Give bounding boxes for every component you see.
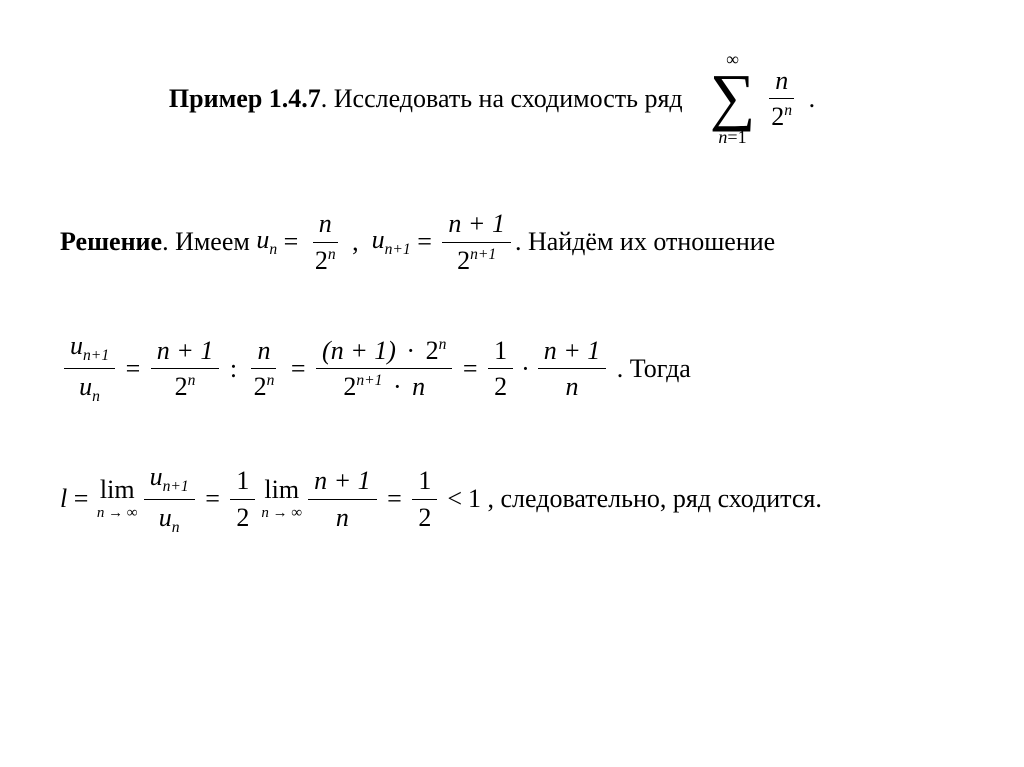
eq-4b: = xyxy=(199,483,227,514)
page-content: Пример 1.4.7 . Исследовать на сходимость… xyxy=(0,0,1024,580)
eq-1: = xyxy=(277,226,305,257)
example-line: Пример 1.4.7 . Исследовать на сходимость… xyxy=(60,50,984,146)
solution-line-1: Решение . Имеем un = n 2n , un+1 = n + 1… xyxy=(60,206,984,277)
ratio-f3: (n + 1) · 2n 2n+1 · n xyxy=(316,333,452,404)
ratio-f5: n + 1 n xyxy=(538,333,607,404)
eq-2: = xyxy=(411,226,439,257)
cdot-1: · xyxy=(521,353,530,384)
u-n-plus-1-fraction: n + 1 2n+1 xyxy=(442,206,511,277)
conclusion-text: , следовательно, ряд сходится. xyxy=(481,483,822,514)
eq-3b: = xyxy=(284,353,312,384)
ratio-f4: 1 2 xyxy=(488,333,513,404)
limit-2: lim n → ∞ xyxy=(261,477,302,521)
one: 1 xyxy=(468,483,481,514)
sigma-symbol: ∑ xyxy=(710,70,756,124)
one-half-2: 1 2 xyxy=(412,463,437,534)
ratio-line: un+1 un = n + 1 2n : n 2n = (n + 1) · xyxy=(60,328,984,409)
ratio-f2: n 2n xyxy=(248,333,281,404)
ratio-f1: n + 1 2n xyxy=(151,333,220,404)
solution-text-1: . Имеем xyxy=(162,226,256,257)
series-term-fraction: n 2n xyxy=(765,63,798,134)
colon-op: : xyxy=(223,353,243,384)
then-text: . Тогда xyxy=(610,353,691,384)
line1-period: . xyxy=(802,83,815,114)
eq-4c: = xyxy=(381,483,409,514)
l-var: l xyxy=(60,483,67,514)
sigma-lower: n=1 xyxy=(718,128,746,146)
eq-3a: = xyxy=(119,353,147,384)
comma: , xyxy=(346,226,372,257)
example-text: . Исследовать на сходимость ряд xyxy=(321,83,696,114)
u-n-plus-1: un+1 xyxy=(372,224,411,260)
solution-text-2: . Найдём их отношение xyxy=(515,226,775,257)
ratio-lhs: un+1 un xyxy=(64,328,115,409)
limit-ratio: un+1 un xyxy=(144,459,195,540)
n-plus-1-over-n: n + 1 n xyxy=(308,463,377,534)
example-label: Пример 1.4.7 xyxy=(169,83,321,114)
limit-1: lim n → ∞ xyxy=(97,477,138,521)
limit-line: l = lim n → ∞ un+1 un = 1 2 lim n → ∞ n … xyxy=(60,459,984,540)
eq-3c: = xyxy=(456,353,484,384)
solution-label: Решение xyxy=(60,226,162,257)
sigma-sum: ∞ ∑ n=1 xyxy=(710,50,756,146)
one-half-1: 1 2 xyxy=(230,463,255,534)
u-n: un xyxy=(256,224,277,260)
frac-num: n xyxy=(769,63,794,99)
less-than: < xyxy=(447,483,462,514)
frac-den: 2n xyxy=(765,99,798,134)
eq-4a: = xyxy=(67,483,95,514)
u-n-fraction: n 2n xyxy=(309,206,342,277)
